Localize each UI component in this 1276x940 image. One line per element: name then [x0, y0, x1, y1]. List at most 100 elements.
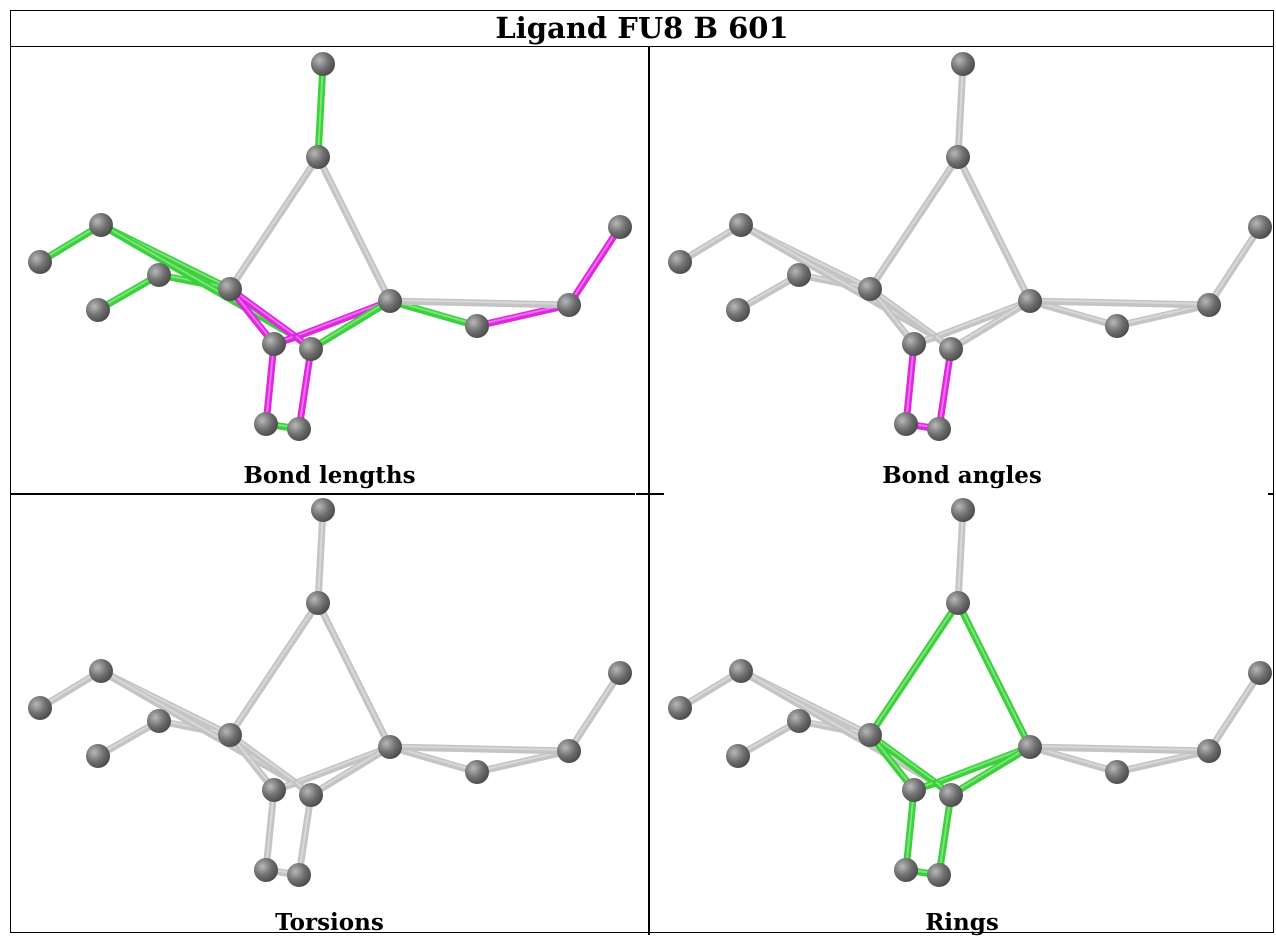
bond-C3-C8 [314, 599, 394, 751]
molecule-rings [668, 498, 1272, 887]
bond-highlight [869, 287, 937, 337]
bond-C6-C7 [386, 743, 481, 776]
row-divider-right [1268, 493, 1274, 495]
bond-highlight [568, 671, 621, 751]
bond-top-C2 [314, 506, 327, 607]
atom-top [311, 52, 335, 76]
bond-L2-M [737, 221, 940, 341]
bond-highlight [310, 299, 391, 349]
bond-C8-C9 [1113, 301, 1213, 330]
bond-highlight [950, 299, 1031, 349]
bond-highlight [229, 733, 297, 783]
bond-highlight [229, 287, 297, 337]
bond-C5-C8 [947, 743, 1034, 799]
caption-bond-angles: Bond angles [882, 462, 1042, 489]
bond-highlight [298, 793, 312, 875]
caption-rings: Rings [925, 909, 999, 936]
atom-C11 [939, 337, 963, 361]
atom-C11 [299, 783, 323, 807]
bond-highlight [869, 733, 937, 783]
atom-L4 [86, 744, 110, 768]
atom-C13 [287, 863, 311, 887]
column-divider [648, 47, 650, 935]
bond-highlight [957, 155, 1031, 301]
bond-C3-C8b [386, 743, 573, 755]
atom-L3 [787, 263, 811, 287]
atom-L2 [729, 213, 753, 237]
bond-C11-C13 [295, 791, 315, 879]
atom-top [951, 498, 975, 522]
atom-C2 [306, 591, 330, 615]
atom-C6 [218, 723, 242, 747]
bond-C6-C11 [866, 285, 940, 341]
panel-bond-angles: Bond angles [650, 47, 1276, 493]
molecule-bond-lengths [28, 52, 632, 441]
bond-C9-R1 [1205, 669, 1264, 755]
bond-highlight [298, 347, 312, 429]
bond-highlight [905, 342, 915, 424]
atom-R1 [1248, 215, 1272, 239]
row-divider-mid [636, 493, 664, 495]
bond-C6-C7 [386, 297, 481, 330]
bond-highlight [265, 788, 275, 870]
atom-C12 [254, 412, 278, 436]
atom-C6 [858, 277, 882, 301]
atom-C2 [946, 591, 970, 615]
bond-C5-C8 [307, 743, 394, 799]
bond-highlight [568, 225, 621, 305]
atom-R1 [608, 661, 632, 685]
bond-highlight [1029, 745, 1210, 751]
atom-C3 [1018, 735, 1042, 759]
atom-C12 [254, 858, 278, 882]
bond-highlight [265, 342, 275, 424]
atom-L3 [147, 263, 171, 287]
bond-C3-C8 [314, 153, 394, 305]
atom-L3 [147, 709, 171, 733]
bond-highlight [935, 299, 1031, 337]
atom-C3 [1018, 289, 1042, 313]
caption-torsions: Torsions [275, 909, 384, 936]
bond-top-C2 [954, 506, 967, 607]
atom-C6 [218, 277, 242, 301]
panel-bond-lengths: Bond lengths [11, 47, 648, 493]
bond-L2-M [737, 667, 940, 787]
atom-C13 [927, 863, 951, 887]
atom-C3 [378, 289, 402, 313]
atom-top [311, 498, 335, 522]
bond-C9-R1 [1205, 223, 1264, 309]
bond-C5-C8 [307, 297, 394, 353]
bond-highlight [957, 62, 964, 157]
atom-L4 [726, 744, 750, 768]
table-border [10, 10, 1274, 933]
atom-C3 [378, 735, 402, 759]
bond-highlight [389, 745, 570, 751]
bond-C3-C8 [954, 153, 1034, 305]
bond-highlight [869, 155, 959, 289]
bond-C11-C13 [295, 345, 315, 433]
bond-C6-C11 [226, 731, 300, 787]
atom-C13 [287, 417, 311, 441]
bond-top-C2 [954, 60, 967, 161]
atom-C11 [299, 337, 323, 361]
bond-highlight [935, 745, 1031, 783]
bond-C6-C11 [226, 285, 300, 341]
bond-C8-C9 [473, 747, 573, 776]
atom-C7 [465, 314, 489, 338]
atom-L2 [729, 659, 753, 683]
bond-C11-C13 [935, 345, 955, 433]
bond-highlight [317, 62, 324, 157]
atom-L3 [787, 709, 811, 733]
atom-C12 [894, 412, 918, 436]
atom-C7 [1105, 314, 1129, 338]
atom-R1 [1248, 661, 1272, 685]
molecule-bond-angles [668, 52, 1272, 441]
atom-L1 [668, 250, 692, 274]
bond-C3-C8b [386, 297, 573, 309]
atom-L2 [89, 659, 113, 683]
atom-C10 [262, 332, 286, 356]
bond-highlight [310, 745, 391, 795]
bond-L2-M [97, 667, 300, 787]
atom-C13 [927, 417, 951, 441]
bond-highlight [295, 745, 391, 783]
